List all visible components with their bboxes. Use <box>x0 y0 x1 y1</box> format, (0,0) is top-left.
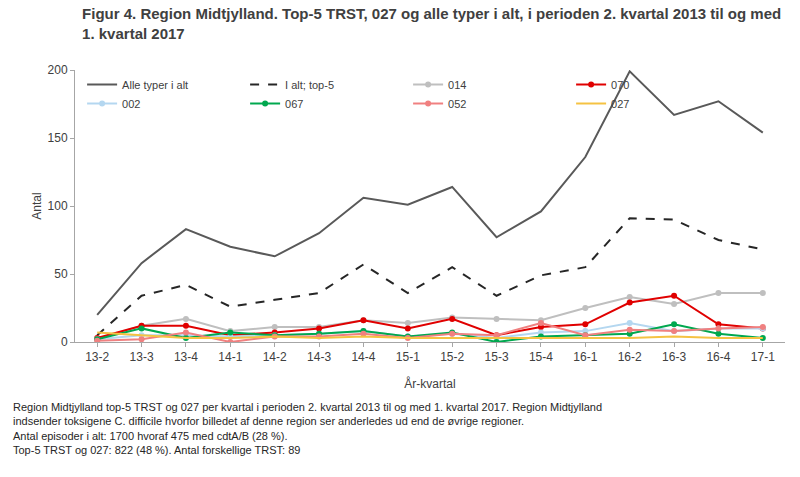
svg-text:15-1: 15-1 <box>396 350 420 364</box>
svg-text:16-2: 16-2 <box>618 350 642 364</box>
svg-text:Alle typer i alt: Alle typer i alt <box>122 79 188 91</box>
svg-text:15-2: 15-2 <box>440 350 464 364</box>
svg-text:16-3: 16-3 <box>662 350 686 364</box>
svg-text:200: 200 <box>48 63 68 77</box>
svg-text:14-2: 14-2 <box>263 350 287 364</box>
svg-text:13-4: 13-4 <box>174 350 198 364</box>
svg-text:014: 014 <box>448 79 466 91</box>
svg-text:100: 100 <box>48 199 68 213</box>
svg-text:067: 067 <box>285 98 303 110</box>
svg-text:År-kvartal: År-kvartal <box>404 376 455 391</box>
svg-text:15-3: 15-3 <box>485 350 509 364</box>
svg-text:027: 027 <box>611 98 629 110</box>
svg-text:16-1: 16-1 <box>573 350 597 364</box>
svg-text:17-1: 17-1 <box>751 350 775 364</box>
svg-text:052: 052 <box>448 98 466 110</box>
svg-text:150: 150 <box>48 131 68 145</box>
svg-text:14-4: 14-4 <box>351 350 375 364</box>
svg-text:14-1: 14-1 <box>218 350 242 364</box>
svg-text:Figur 4. Region Midtjylland. T: Figur 4. Region Midtjylland. Top-5 TRST,… <box>82 5 781 42</box>
svg-text:070: 070 <box>611 79 629 91</box>
svg-text:0: 0 <box>61 335 68 349</box>
svg-text:Region Midtjylland top-5 TRST: Region Midtjylland top-5 TRST og 027 per… <box>13 401 602 456</box>
svg-text:14-3: 14-3 <box>307 350 331 364</box>
svg-text:002: 002 <box>122 98 140 110</box>
svg-text:13-3: 13-3 <box>130 350 154 364</box>
svg-text:Antal: Antal <box>30 192 44 219</box>
svg-text:15-4: 15-4 <box>529 350 553 364</box>
svg-text:I alt; top-5: I alt; top-5 <box>285 79 334 91</box>
svg-text:13-2: 13-2 <box>85 350 109 364</box>
svg-text:16-4: 16-4 <box>706 350 730 364</box>
svg-text:50: 50 <box>54 267 68 281</box>
